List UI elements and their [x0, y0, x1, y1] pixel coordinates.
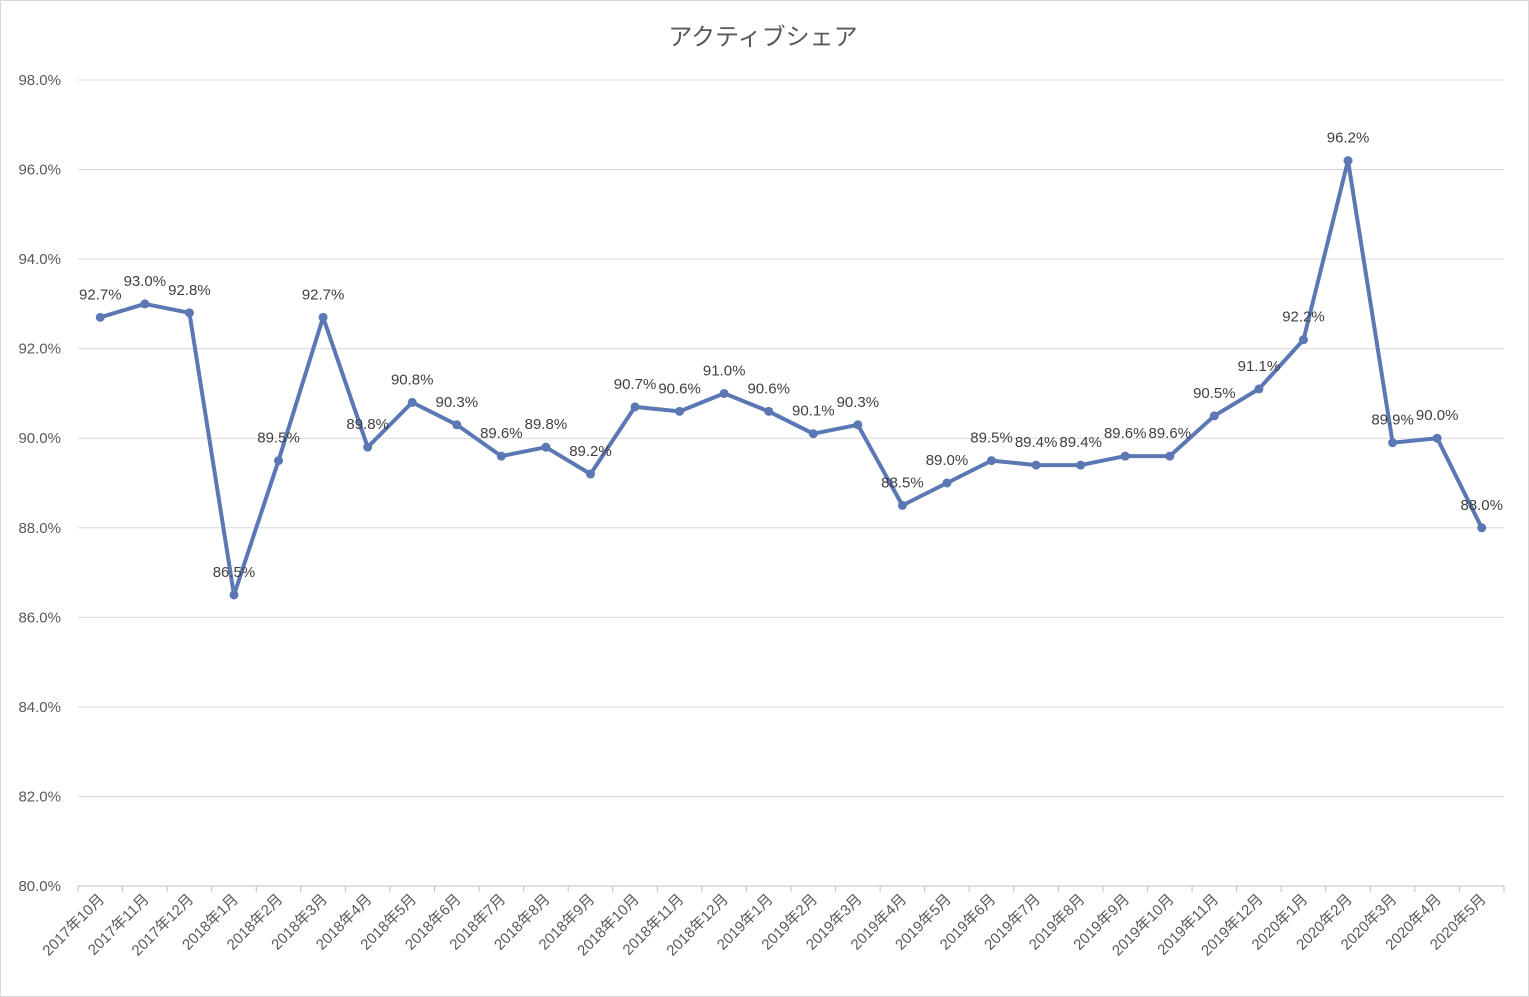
data-point [1120, 451, 1130, 461]
data-point [95, 312, 105, 322]
data-labels: 92.7%93.0%92.8%86.5%89.5%92.7%89.8%90.8%… [79, 130, 1503, 581]
data-label: 90.8% [391, 371, 434, 388]
data-point [630, 402, 640, 412]
data-label: 89.2% [569, 443, 612, 460]
data-label: 89.4% [1015, 434, 1058, 451]
data-label: 90.0% [1416, 407, 1459, 424]
data-point [496, 451, 506, 461]
y-tick-label: 90.0% [18, 430, 61, 447]
data-label: 92.2% [1282, 309, 1325, 326]
y-tick-label: 80.0% [18, 878, 61, 895]
data-label: 89.6% [1104, 425, 1147, 442]
data-label: 90.7% [614, 376, 657, 393]
data-point [1165, 451, 1175, 461]
series-polyline [98, 158, 1484, 597]
data-label: 90.1% [792, 403, 835, 420]
data-label: 89.9% [1371, 412, 1414, 429]
data-label: 89.8% [346, 416, 389, 433]
data-label: 89.6% [1149, 425, 1192, 442]
data-point [1031, 460, 1041, 470]
y-tick-label: 94.0% [18, 251, 61, 268]
data-label: 91.1% [1238, 358, 1281, 375]
data-label: 90.3% [837, 394, 880, 411]
data-point [1388, 438, 1398, 448]
data-label: 88.0% [1460, 497, 1503, 514]
y-tick-label: 86.0% [18, 609, 61, 626]
data-label: 92.7% [79, 286, 122, 303]
data-point [585, 469, 595, 479]
data-point [1477, 523, 1487, 533]
data-point [184, 308, 194, 318]
data-point [140, 299, 150, 309]
data-point [1298, 335, 1308, 345]
data-label: 89.5% [257, 430, 300, 447]
data-point [1209, 411, 1219, 421]
data-label: 86.5% [213, 564, 256, 581]
data-label: 91.0% [703, 362, 746, 379]
data-label: 90.3% [436, 394, 479, 411]
chart-title: アクティブシェア [668, 23, 857, 51]
data-label: 89.8% [525, 416, 568, 433]
data-label: 89.4% [1059, 434, 1102, 451]
data-label: 93.0% [124, 273, 167, 290]
data-point [318, 312, 328, 322]
data-label: 90.6% [747, 380, 790, 397]
y-tick-label: 96.0% [18, 162, 61, 179]
data-point [987, 456, 997, 466]
data-label: 92.7% [302, 286, 345, 303]
data-label: 89.5% [970, 430, 1013, 447]
x-axis-ticks: 2017年10月2017年11月2017年12月2018年1月2018年2月20… [39, 886, 1505, 959]
data-point [853, 420, 863, 430]
data-point [675, 406, 685, 416]
y-tick-label: 82.0% [18, 788, 61, 805]
data-point [407, 397, 417, 407]
data-point [1076, 460, 1086, 470]
data-label: 90.5% [1193, 385, 1236, 402]
y-axis-ticks: 80.0% 82.0% 84.0% 86.0% 88.0% 90.0% 92.0% 94.0%… [18, 72, 61, 895]
data-point [1343, 156, 1353, 166]
data-label: 89.0% [926, 452, 969, 469]
y-tick-label: 84.0% [18, 699, 61, 716]
gridlines [78, 79, 1504, 887]
data-point [1254, 384, 1264, 394]
data-point [808, 429, 818, 439]
data-point [1432, 433, 1442, 443]
data-label: 88.5% [881, 474, 924, 491]
data-label: 92.8% [168, 282, 211, 299]
data-point [363, 442, 373, 452]
data-label: 89.6% [480, 425, 523, 442]
data-label: 90.6% [658, 380, 701, 397]
series-line [95, 156, 1487, 600]
data-point [229, 590, 239, 600]
data-point [541, 442, 551, 452]
data-label: 96.2% [1327, 130, 1370, 147]
data-point [719, 388, 729, 398]
data-point [274, 456, 284, 466]
data-point [942, 478, 952, 488]
data-point [897, 500, 907, 510]
y-tick-label: 92.0% [18, 341, 61, 358]
y-tick-label: 98.0% [18, 72, 61, 89]
data-point [764, 406, 774, 416]
y-tick-label: 88.0% [18, 520, 61, 537]
data-point [452, 420, 462, 430]
